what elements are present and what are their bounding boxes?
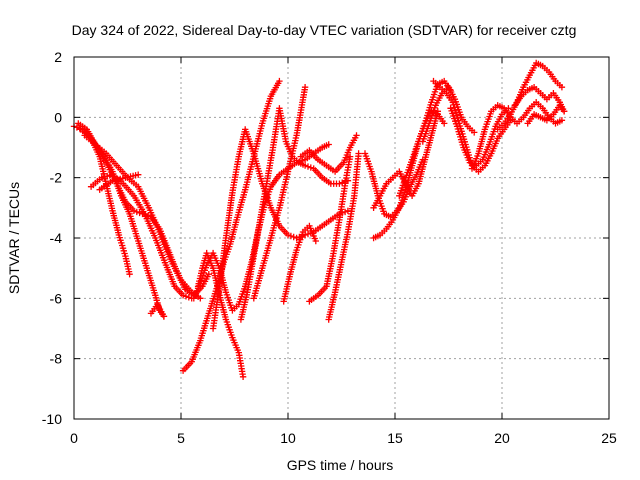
data-point	[185, 294, 192, 301]
series-sat-w	[430, 77, 514, 175]
data-point	[287, 232, 295, 240]
y-tick-label: -2	[50, 170, 63, 186]
x-tick-label: 0	[70, 430, 78, 446]
data-point	[353, 132, 360, 139]
data-point	[307, 164, 314, 171]
series-sat-q	[325, 150, 362, 323]
data-point	[560, 108, 568, 115]
data-point	[130, 207, 138, 214]
series-sat-aa	[511, 84, 568, 115]
y-tick-label: -10	[42, 411, 62, 427]
series-sat-k	[209, 126, 352, 332]
x-tick-label: 5	[177, 430, 185, 446]
series-sat-n	[280, 222, 319, 305]
x-tick-label: 20	[494, 430, 510, 446]
data-point	[276, 77, 283, 85]
data-point	[290, 233, 297, 241]
data-point	[301, 162, 309, 169]
y-tick-label: -6	[50, 290, 63, 306]
y-tick-label: 2	[54, 49, 62, 65]
data-point	[293, 234, 300, 242]
y-tick-label: -8	[50, 351, 63, 367]
series-sat-z	[494, 59, 566, 133]
series-sat-x	[447, 105, 512, 169]
data-points	[70, 59, 568, 380]
data-point	[179, 292, 187, 299]
series-sat-f	[96, 171, 142, 193]
data-point	[471, 129, 478, 136]
data-point	[558, 117, 566, 124]
data-point	[205, 271, 212, 278]
y-tick-label: -4	[50, 230, 63, 246]
data-point	[182, 293, 190, 300]
data-point	[301, 84, 309, 91]
data-point	[135, 171, 142, 178]
data-point	[239, 373, 247, 380]
series-sat-e	[87, 171, 195, 302]
series-sat-ab	[524, 102, 568, 127]
data-point	[312, 237, 319, 245]
data-point	[73, 124, 81, 131]
series-sat-o	[306, 153, 354, 305]
axis-ticks: 0 5 10 15 20 25 -10 -8 -6 -4 -2 0 2	[42, 49, 617, 446]
data-point	[336, 180, 343, 187]
x-tick-label: 10	[280, 430, 296, 446]
series-sat-g	[147, 301, 168, 320]
y-axis-label: SDTVAR / TECUs	[6, 182, 22, 294]
series-sat-y	[468, 99, 566, 172]
y-tick-label: 0	[54, 109, 62, 125]
data-point	[325, 141, 332, 148]
data-point	[304, 163, 312, 170]
data-point	[133, 208, 140, 216]
data-point	[558, 84, 566, 91]
data-point	[197, 295, 204, 302]
series-sat-l	[237, 105, 352, 323]
x-tick-label: 25	[601, 430, 617, 446]
x-axis-label: GPS time / hours	[287, 457, 394, 473]
series-sat-m	[250, 84, 309, 302]
data-point	[284, 231, 292, 239]
chart-title: Day 324 of 2022, Sidereal Day-to-day VTE…	[72, 22, 577, 38]
series-sat-p	[297, 132, 360, 175]
data-point	[126, 271, 133, 278]
x-tick-label: 15	[387, 430, 403, 446]
data-point	[160, 313, 168, 320]
series-sat-s	[370, 108, 441, 211]
data-point	[136, 209, 143, 217]
data-point	[441, 120, 448, 127]
data-point	[355, 150, 362, 157]
